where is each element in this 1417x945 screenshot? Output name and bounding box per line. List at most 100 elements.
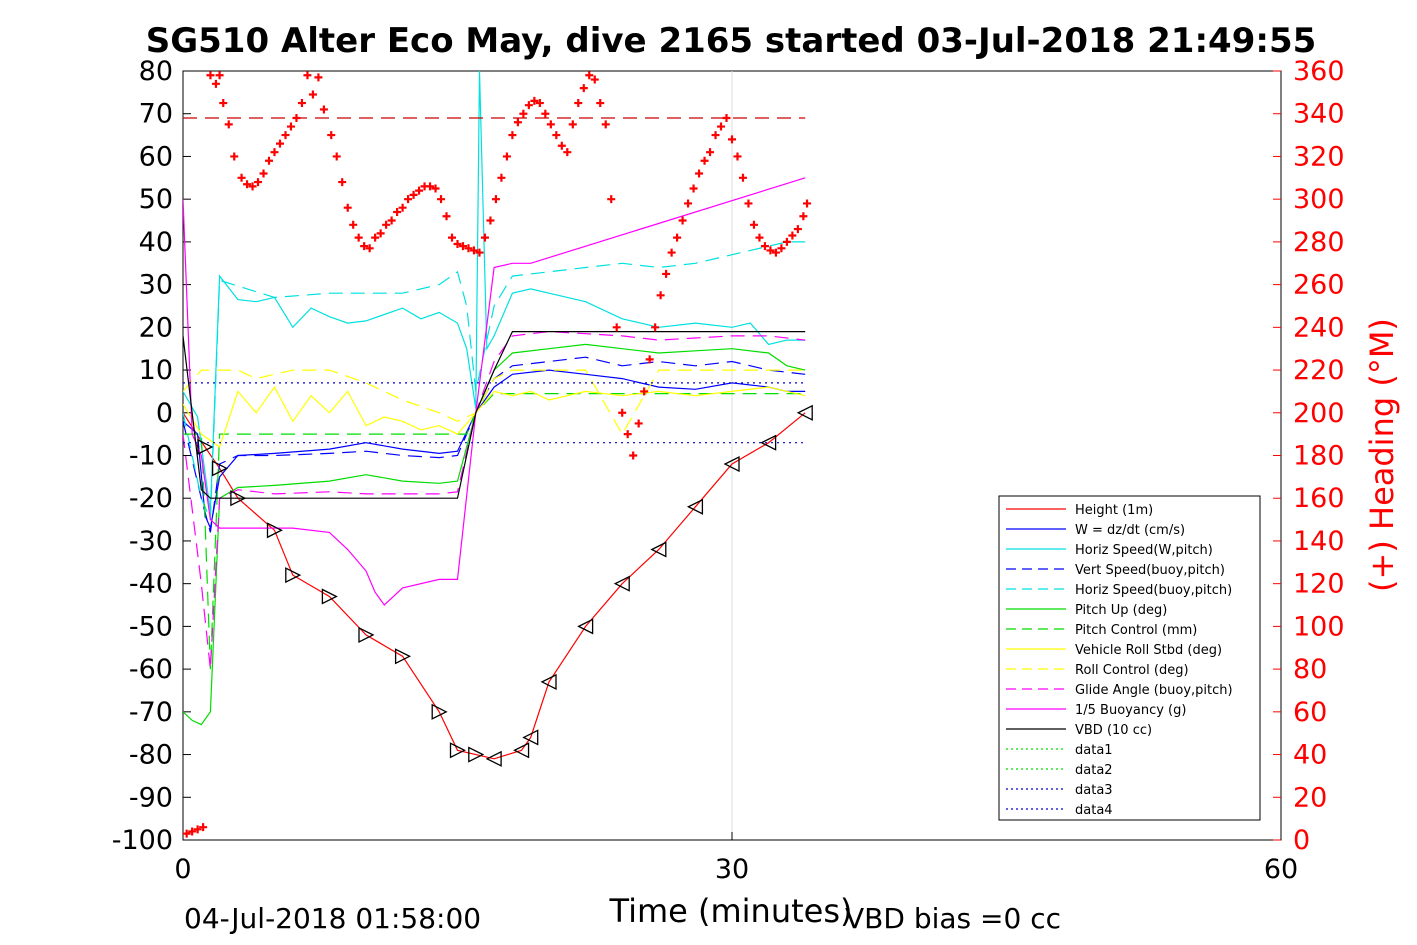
- heading-marker: [678, 216, 687, 225]
- heading-marker: [458, 242, 467, 251]
- height-marker: [613, 575, 630, 592]
- heading-marker: [292, 113, 301, 122]
- left-y-axis: 80 70 60 50 40 30 20 10 0 -10 -20 -30 -40 -50 -60 -70 -8…: [112, 56, 191, 856]
- heading-marker: [382, 220, 391, 229]
- heading-marker: [415, 186, 424, 195]
- heading-marker: [563, 148, 572, 157]
- heading-marker: [618, 408, 627, 417]
- heading-marker: [248, 182, 257, 191]
- legend-entry-label: VBD (10 cc): [1075, 723, 1152, 738]
- heading-marker: [623, 430, 632, 439]
- heading-marker: [760, 242, 769, 251]
- heading-marker: [491, 195, 500, 204]
- y-tick-label: -30: [129, 526, 173, 557]
- heading-marker: [453, 240, 462, 249]
- heading-marker: [684, 199, 693, 208]
- heading-marker: [265, 156, 274, 165]
- heading-marker: [640, 387, 649, 396]
- height-marker: [431, 703, 448, 720]
- y-tick-label: 50: [139, 184, 173, 215]
- right-y-tick-label: 180: [1293, 441, 1345, 472]
- heading-marker: [497, 173, 506, 182]
- heading-marker: [803, 199, 812, 208]
- right-y-tick-label: 200: [1293, 398, 1345, 429]
- height-marker: [449, 742, 466, 759]
- height-marker: [686, 498, 704, 515]
- heading-marker: [343, 203, 352, 212]
- heading-marker: [596, 99, 605, 108]
- height-marker: [513, 742, 530, 759]
- height-marker: [358, 626, 375, 643]
- heading-marker: [799, 212, 808, 221]
- height-marker: [760, 434, 777, 451]
- heading-marker: [254, 178, 263, 187]
- heading-marker: [398, 203, 407, 212]
- heading-marker: [319, 105, 328, 114]
- series-line-8: [183, 369, 806, 436]
- legend-entry-label: Horiz Speed(W,pitch): [1075, 543, 1213, 558]
- legend: Height (1m) W = dz/dt (cm/s) Horiz Speed(W…: [998, 495, 1261, 821]
- legend-entry-label: Vert Speed(buoy,pitch): [1075, 563, 1225, 578]
- heading-marker: [349, 220, 358, 229]
- right-y-tick-label: 220: [1293, 355, 1345, 386]
- legend-entry-label: Horiz Speed(buoy,pitch): [1075, 583, 1232, 598]
- height-marker: [468, 746, 485, 763]
- heading-marker: [524, 101, 533, 110]
- right-y-tick-label: 260: [1293, 270, 1345, 301]
- right-y-axis-label: (+) Heading (°M): [1363, 318, 1401, 592]
- legend-entry-label: 1/5 Buoyancy (g): [1075, 703, 1186, 718]
- series-line-5: [183, 343, 806, 726]
- y-tick-label: -90: [129, 782, 173, 813]
- heading-marker: [574, 99, 583, 108]
- right-y-tick-label: 280: [1293, 227, 1345, 258]
- heading-marker: [475, 248, 484, 257]
- heading-marker: [689, 184, 698, 193]
- series-line-6: [183, 393, 806, 670]
- series-line-7: [183, 385, 806, 448]
- heading-marker: [188, 827, 197, 836]
- heading-marker: [662, 269, 671, 278]
- heading-marker: [519, 109, 528, 118]
- right-y-tick-label: 0: [1293, 825, 1310, 856]
- heading-marker: [722, 113, 731, 122]
- heading-marker: [332, 152, 341, 161]
- legend-entry-label: Roll Control (deg): [1075, 663, 1189, 678]
- heading-marker: [286, 122, 295, 131]
- heading-marker: [404, 195, 413, 204]
- heading-marker: [327, 131, 336, 140]
- right-y-tick-label: 120: [1293, 569, 1345, 600]
- y-tick-label: -20: [129, 483, 173, 514]
- heading-marker: [744, 199, 753, 208]
- heading-marker: [354, 233, 363, 242]
- y-tick-label: -60: [129, 654, 173, 685]
- heading-marker: [513, 118, 522, 127]
- legend-entry-label: Pitch Control (mm): [1075, 623, 1197, 638]
- y-tick-label: -100: [112, 825, 173, 856]
- legend-entry-label: Vehicle Roll Stbd (deg): [1075, 643, 1222, 658]
- series-line-10: [183, 177, 806, 606]
- heading-marker: [738, 173, 747, 182]
- heading-marker: [788, 231, 797, 240]
- x-axis-label: Time (minutes): [609, 892, 853, 930]
- heading-markers: [183, 71, 812, 838]
- heading-marker: [645, 355, 654, 364]
- heading-marker: [464, 244, 473, 253]
- footer-vbd-bias: VBD bias =0 cc: [845, 902, 1061, 935]
- heading-marker: [308, 90, 317, 99]
- heading-marker: [297, 99, 306, 108]
- right-y-tick-label: 20: [1293, 782, 1327, 813]
- heading-marker: [651, 323, 660, 332]
- height-marker: [285, 567, 302, 584]
- right-y-tick-label: 100: [1293, 611, 1345, 642]
- heading-marker: [303, 71, 312, 80]
- heading-marker: [612, 323, 621, 332]
- right-y-tick-label: 40: [1293, 740, 1327, 771]
- legend-entry-label: W = dz/dt (cm/s): [1075, 523, 1185, 538]
- heading-marker: [371, 233, 380, 242]
- heading-marker: [442, 212, 451, 221]
- legend-entry-label: data4: [1075, 803, 1113, 818]
- legend-entry-label: Pitch Up (deg): [1075, 603, 1167, 618]
- heading-marker: [782, 237, 791, 246]
- heading-marker: [426, 182, 435, 191]
